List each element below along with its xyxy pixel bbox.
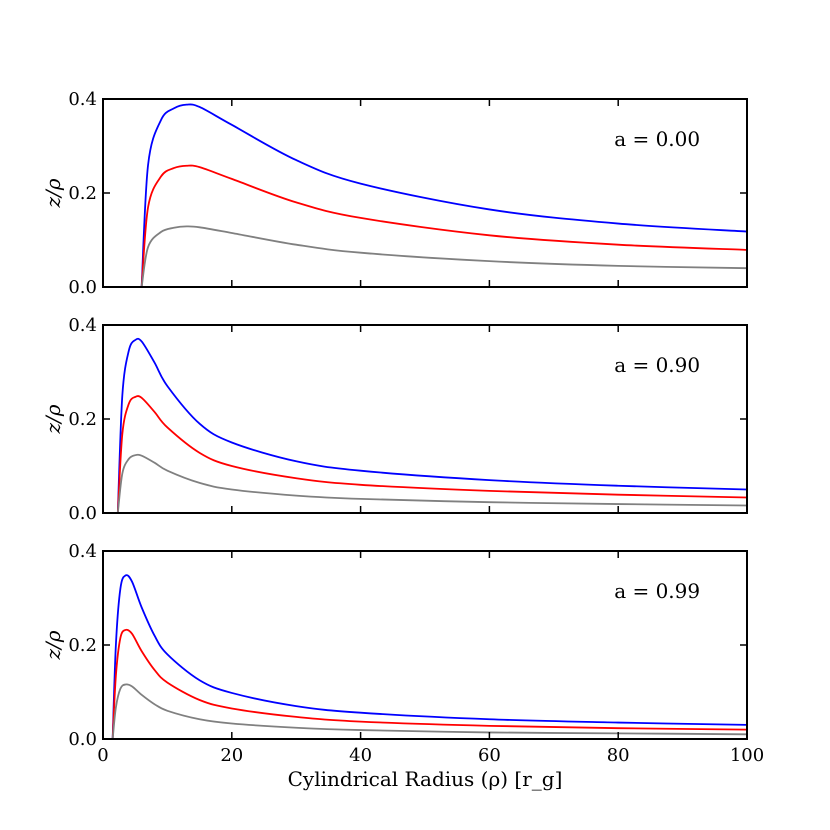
series-line-upper (111, 574, 747, 739)
series-line-lower (116, 453, 747, 513)
series-line-upper (140, 103, 747, 287)
panel-top: 0.0 0.2 0.4 z/ρ a = 0.00 (41, 89, 748, 298)
y-axis-label: z/ρ (41, 630, 65, 660)
y-tick-label: 0.4 (68, 315, 97, 336)
series-line-lower (140, 225, 747, 287)
series-line-upper (116, 337, 747, 513)
y-tick-label: 0.2 (68, 409, 97, 430)
series-line-lower (111, 683, 747, 739)
y-tick-label: 0.0 (68, 277, 97, 298)
panel-middle: 0.0 0.2 0.4 z/ρ a = 0.90 (41, 315, 748, 524)
y-tick-label: 0.2 (68, 183, 97, 204)
panel-bottom: 0 20 40 60 80 100 0.0 0.2 0.4 z/ρ a = 0.99 (41, 541, 764, 766)
x-tick-label: 40 (349, 745, 372, 766)
x-tick-label: 80 (607, 745, 630, 766)
spin-annotation: a = 0.99 (614, 579, 700, 603)
y-tick-label: 0.2 (68, 635, 97, 656)
series-line-middle (111, 628, 747, 739)
x-axis-label: Cylindrical Radius (ρ) [r_g] (288, 767, 563, 791)
spin-annotation: a = 0.00 (614, 127, 700, 151)
y-tick-label: 0.0 (68, 729, 97, 750)
x-tick-label: 20 (220, 745, 243, 766)
x-tick-label: 60 (478, 745, 501, 766)
x-tick-label: 0 (97, 745, 108, 766)
y-tick-label: 0.4 (68, 541, 97, 562)
x-tick-label: 100 (730, 745, 764, 766)
series-line-middle (116, 395, 747, 513)
y-tick-label: 0.4 (68, 89, 97, 110)
y-axis-label: z/ρ (41, 404, 65, 434)
spin-annotation: a = 0.90 (614, 353, 700, 377)
series-line-middle (140, 164, 747, 287)
y-axis-label: z/ρ (41, 178, 65, 208)
y-tick-label: 0.0 (68, 503, 97, 524)
